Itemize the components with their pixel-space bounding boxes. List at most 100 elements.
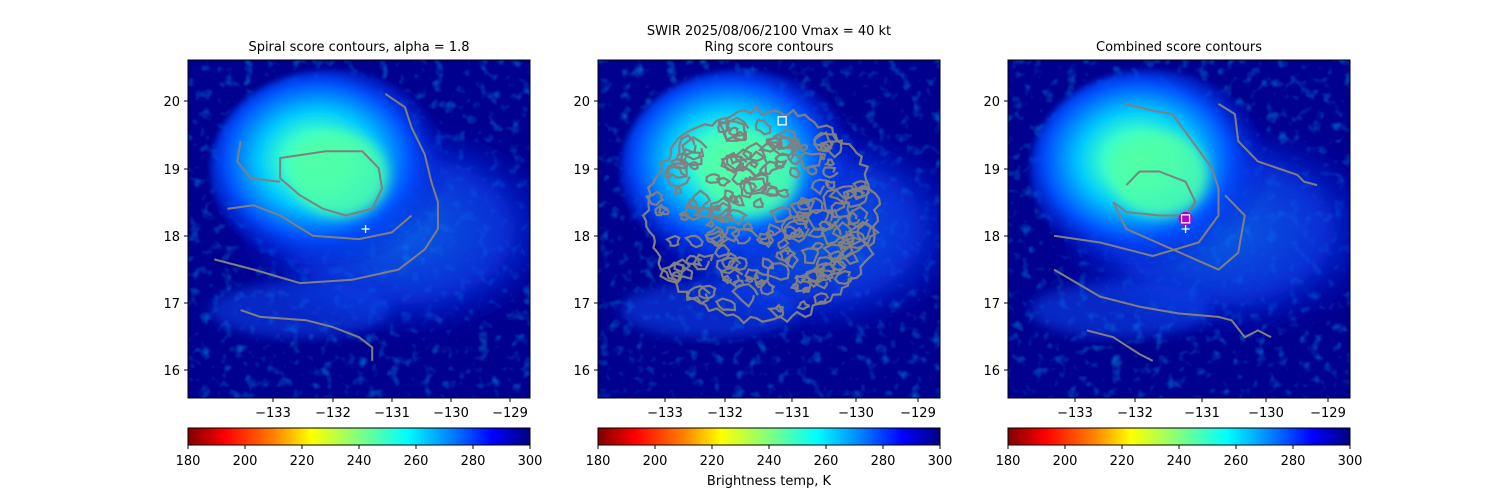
ring-contour-loop — [824, 208, 843, 226]
ring-contour-loop — [688, 161, 700, 171]
x-tick-label: −130 — [433, 406, 469, 421]
contour-line — [1112, 170, 1197, 217]
x-ticks: −133 −132 −131 −130 −129 — [647, 398, 936, 421]
y-ticks: 16 17 18 19 20 — [983, 95, 1008, 379]
ring-contour-loop — [730, 227, 759, 245]
figure-suptitle: SWIR 2025/08/06/2100 Vmax = 40 kt — [647, 24, 891, 39]
ring-contour-loop — [742, 221, 754, 232]
contour-line — [214, 92, 439, 285]
contour-line — [1217, 103, 1318, 187]
colorbar-tick-label: 300 — [1338, 454, 1363, 469]
ring-contour-loop — [794, 274, 812, 293]
ring-contour-loop — [730, 165, 756, 186]
panel-title: Spiral score contours, alpha = 1.8 — [248, 40, 469, 55]
ring-contour-loop — [822, 166, 839, 179]
colorbar-tick-label: 280 — [871, 454, 896, 469]
contour-line — [240, 309, 374, 361]
ring-contour-loop — [819, 139, 844, 159]
x-ticks: −133 −132 −131 −130 −129 — [1057, 398, 1346, 421]
ring-contour-loop — [680, 203, 702, 222]
ring-contour-loop — [673, 258, 691, 274]
ring-contour-loop — [775, 249, 792, 262]
ring-contour-loop — [722, 274, 733, 285]
ring-contour-loop — [767, 223, 782, 237]
ring-contour-loop — [852, 180, 867, 193]
ring-contour-loop — [798, 143, 809, 153]
x-tick-label: −129 — [492, 406, 528, 421]
contour-line — [1053, 268, 1272, 339]
x-tick-label: −132 — [707, 406, 743, 421]
x-tick-label: −129 — [900, 406, 936, 421]
ring-contour-loop — [754, 119, 772, 136]
ring-contour-loop — [789, 198, 816, 219]
colorbar-tick-label: 240 — [757, 454, 782, 469]
ring-contour-loop — [846, 212, 861, 226]
ring-contour-loop — [729, 153, 742, 166]
ring-contour-loop — [788, 167, 801, 179]
y-tick-label: 20 — [983, 95, 1000, 110]
colorbar-tick-label: 200 — [1053, 454, 1078, 469]
x-tick-label: −129 — [1310, 406, 1346, 421]
ring-contour-loop — [675, 152, 688, 165]
ring-contour-loop — [685, 284, 711, 305]
contours — [1053, 102, 1318, 362]
ring-contour-loop — [778, 245, 797, 265]
x-tick-label: −133 — [647, 406, 683, 421]
colorbar-tick-label: 300 — [518, 454, 543, 469]
y-tick-label: 19 — [163, 163, 180, 178]
ring-contour-loop — [830, 258, 847, 272]
panel-spiral: Spiral score contours, alpha = 1.8 −133 … — [163, 40, 543, 469]
ring-contour-loop — [752, 197, 765, 209]
ring-contour-loop — [847, 220, 873, 247]
ring-contour-loop — [723, 226, 741, 243]
markers — [361, 225, 370, 233]
colorbar-tick-label: 180 — [176, 454, 201, 469]
y-ticks: 16 17 18 19 20 — [163, 95, 188, 379]
y-tick-label: 19 — [983, 163, 1000, 178]
ring-contour-loop — [715, 176, 731, 187]
contour-line — [236, 140, 281, 183]
ring-contour-loop — [788, 141, 801, 153]
ring-contour-loop — [717, 119, 731, 134]
ring-contour-loop — [645, 190, 665, 206]
ring-contour-loop — [803, 197, 825, 215]
x-ticks: −133 −132 −131 −130 −129 — [255, 398, 528, 421]
ring-contour-loop — [774, 305, 784, 313]
colorbar-tick-label: 240 — [347, 454, 372, 469]
ring-contour-loop — [800, 270, 822, 289]
ring-contour-loop — [776, 188, 790, 198]
ring-contour-loop — [692, 206, 711, 218]
ring-contour-loop — [827, 185, 856, 207]
ring-contour-loop — [723, 189, 736, 203]
colorbar-axis-label: Brightness temp, K — [707, 474, 832, 489]
x-tick-label: −130 — [1248, 406, 1284, 421]
heatmap-field — [188, 60, 530, 398]
center-plus-marker — [361, 225, 370, 233]
x-tick-label: −133 — [1057, 406, 1093, 421]
ring-contour-loop — [796, 299, 811, 311]
ring-contour-loop — [657, 206, 670, 216]
ring-contour-loop — [664, 234, 681, 247]
y-tick-label: 20 — [573, 95, 590, 110]
x-tick-label: −131 — [1184, 406, 1220, 421]
ring-contour-loop — [824, 179, 836, 190]
colorbar-tick-label: 300 — [928, 454, 953, 469]
contour-line — [279, 150, 383, 217]
ring-contour-loop — [744, 275, 754, 284]
colorbar-gradient — [597, 427, 941, 446]
ring-contour-loop — [732, 279, 745, 288]
ring-contour-loop — [766, 262, 790, 281]
colorbar-tick-label: 260 — [814, 454, 839, 469]
ring-contour-loop — [664, 162, 688, 179]
ring-contour-loop — [742, 177, 768, 195]
ring-contour-loop — [780, 215, 808, 238]
ring-contour-loop — [670, 270, 684, 284]
ring-contour-loop — [705, 225, 727, 245]
ring-contour-loop — [741, 141, 767, 163]
colorbar-tick-label: 220 — [1110, 454, 1135, 469]
ring-contour-loop — [678, 134, 697, 156]
y-tick-label: 16 — [573, 364, 590, 379]
x-tick-label: −133 — [255, 406, 291, 421]
colorbar-tick-label: 260 — [404, 454, 429, 469]
colorbar-tick-label: 280 — [1281, 454, 1306, 469]
